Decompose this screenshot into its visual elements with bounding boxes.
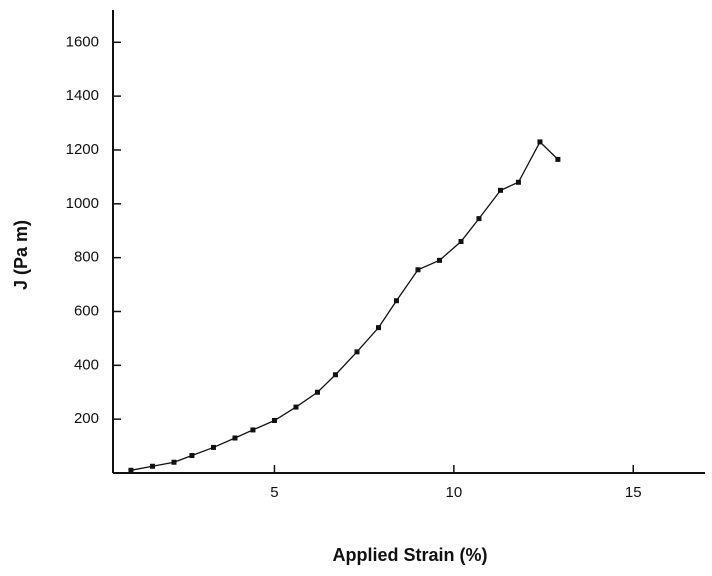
point — [476, 216, 482, 222]
point — [515, 179, 521, 185]
point — [458, 239, 464, 244]
point — [555, 156, 561, 162]
y-tick-label: 400 — [74, 356, 99, 373]
y-tick-label: 600 — [74, 302, 99, 319]
point — [271, 418, 277, 424]
y-tick-label: 200 — [74, 410, 99, 427]
y-tick-label: 1600 — [66, 33, 99, 50]
y-tick-label: 1400 — [66, 87, 99, 104]
y-tick-label: 1200 — [66, 141, 99, 158]
point — [189, 453, 195, 459]
point — [537, 139, 543, 145]
y-tick-label: 800 — [74, 249, 99, 266]
x-tick-label: 5 — [270, 484, 278, 501]
point — [332, 372, 338, 378]
point — [315, 389, 321, 395]
point — [393, 298, 399, 304]
point — [250, 427, 256, 433]
x-axis-label: Applied Strain (%) — [332, 545, 487, 565]
point — [210, 444, 216, 450]
point — [354, 349, 360, 355]
point — [128, 467, 134, 473]
y-axis-label: J (Pa m) — [11, 220, 31, 290]
point — [376, 325, 382, 331]
y-tick-label: 1000 — [66, 195, 99, 212]
point — [436, 257, 442, 263]
line — [130, 140, 559, 471]
point — [149, 463, 155, 469]
point — [293, 404, 299, 410]
point — [232, 435, 238, 441]
point — [497, 187, 503, 193]
x-tick-label: 10 — [446, 484, 463, 501]
point — [171, 459, 177, 465]
point — [415, 267, 421, 273]
x-tick-label: 15 — [625, 484, 642, 501]
